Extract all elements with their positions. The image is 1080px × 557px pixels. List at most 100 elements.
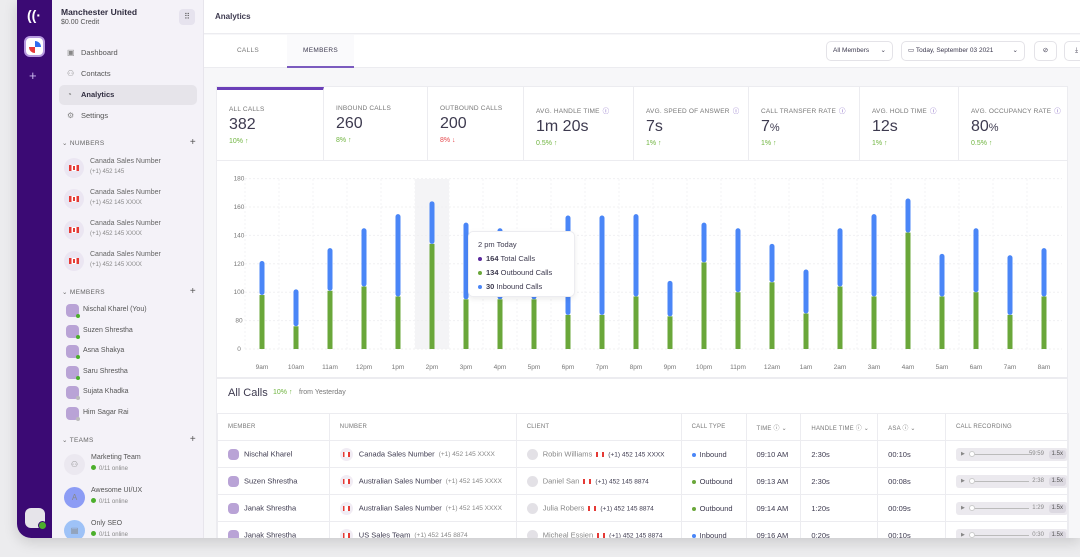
audio-progress-track[interactable] [968,534,1029,536]
play-icon[interactable]: ▶ [960,531,965,538]
bar-outbound-calls [293,326,299,349]
audio-progress-track[interactable] [968,453,1029,455]
hide-icon[interactable]: ⊘ [1034,41,1057,61]
table-row[interactable]: Suzen Shrestha Australian Sales Number (+1… [217,467,1070,495]
flag-icon [596,451,605,457]
stat-value: 12s [872,118,898,135]
add-teams-icon[interactable]: + [189,434,196,445]
member-item[interactable]: Nischal Kharel (You) [66,303,147,319]
audio-player[interactable]: ▶ 59:59 1.5x [955,447,1068,461]
number-item[interactable]: Canada Sales Number (+1) 452 145 XXXX [64,248,194,274]
sort-chevron-icon[interactable]: ⌄ [781,425,787,432]
audio-seek-handle[interactable] [968,531,975,538]
user-avatar[interactable] [25,508,47,530]
playback-speed-button[interactable]: 1.5x [1048,449,1066,459]
audio-seek-handle[interactable] [968,450,975,457]
members-section-header[interactable]: ⌄ MEMBERS + [62,286,196,297]
number-item[interactable]: Canada Sales Number (+1) 452 145 XXXX [64,217,194,243]
number-item[interactable]: Canada Sales Number (+1) 452 145 [64,155,194,181]
workspace-icon[interactable] [24,36,45,57]
audio-player[interactable]: ▶ 1:29 1.5x [955,501,1068,515]
date-picker[interactable]: ▭ Today, September 03 2021 ⌄ [901,41,1025,61]
play-icon[interactable]: ▶ [960,450,965,457]
playback-speed-button[interactable]: 1.5x [1048,476,1066,486]
sidebar-item-dashboard[interactable]: ▣ Dashboard [59,43,197,63]
table-row[interactable]: Janak Shrestha Australian Sales Number (+1… [217,494,1070,522]
stat-change: 8% ↓ [440,137,456,144]
playback-speed-button[interactable]: 1.5x [1048,530,1066,538]
bar-inbound-calls [905,198,911,233]
teams-section-header[interactable]: ⌄ TEAMS + [62,434,196,445]
sidebar-item-contacts[interactable]: ⚇ Contacts [59,64,197,84]
table-row[interactable]: Janak Shrestha US Sales Team (+1) 452 145 … [217,521,1070,538]
bar-inbound-calls [973,228,979,293]
audio-seek-handle[interactable] [968,477,975,484]
x-tick-label: 8pm [630,364,643,371]
bar-inbound-calls [1007,255,1013,315]
audio-progress-track[interactable] [968,507,1029,509]
stat-inbound-calls[interactable]: INBOUND CALLS 260 8% ↑ [324,87,428,162]
org-title: Manchester United [61,7,138,17]
playback-speed-button[interactable]: 1.5x [1048,503,1066,513]
x-tick-label: 12am [764,364,780,371]
audio-progress-track[interactable] [968,480,1029,482]
play-icon[interactable]: ▶ [960,504,965,511]
info-icon[interactable]: ⓘ [929,108,937,115]
sort-chevron-icon[interactable]: ⌄ [910,425,916,432]
member-item[interactable]: Saru Shrestha [66,365,128,381]
client-cell: Daniel San (+1) 452 145 8874 [515,467,682,495]
dialpad-icon[interactable]: ⠿ [179,9,195,25]
tab-calls[interactable]: CALLS [236,47,260,54]
date-value: Today, September 03 2021 [915,47,994,54]
members-filter-dropdown[interactable]: All Members ⌄ [826,41,893,61]
sidebar-item-analytics[interactable]: ◔ Analytics [59,85,197,105]
stat-all-calls[interactable]: ALL CALLS 382 10% ↑ [217,87,324,162]
avatar [228,475,239,487]
flag-icon [583,478,592,484]
member-name: Nischal Kharel (You) [83,306,147,313]
team-icon: A [64,487,85,508]
column-header-handle-time[interactable]: HANDLE TIME ⓘ ⌄ [800,413,879,441]
sidebar-item-settings[interactable]: ⚙ Settings [59,106,197,126]
client-number: (+1) 452 145 XXXX [608,450,665,458]
numbers-section-header[interactable]: ⌄ NUMBERS + [62,137,196,148]
play-icon[interactable]: ▶ [960,477,965,484]
info-icon[interactable]: ⓘ [839,108,846,115]
tab-members[interactable]: MEMBERS [287,35,354,68]
team-item[interactable]: ▤ Only SEO 0/11 online [64,518,194,538]
table-row[interactable]: Nischal Kharel Canada Sales Number (+1) 45… [217,440,1070,468]
asa-cell: 00:10s [877,440,946,468]
team-item[interactable]: A Awesome UI/UX 0/11 online [64,485,194,511]
team-item[interactable]: ⚇ Marketing Team 0/11 online [64,452,194,478]
add-members-icon[interactable]: + [189,286,196,297]
bar-outbound-calls [939,296,945,349]
member-item[interactable]: Sujata Khadka [66,385,129,401]
info-icon[interactable]: ⓘ [602,108,610,115]
member-item[interactable]: Asna Shakya [66,344,124,360]
org-name[interactable]: Manchester United $0.00 Credit [61,7,137,26]
avatar [66,386,80,400]
x-tick-label: 8am [1038,364,1051,371]
download-icon[interactable]: ⤓ [1064,41,1080,61]
workspace-rail: ((· + [17,0,52,538]
bar-inbound-calls [667,280,673,317]
column-header-time[interactable]: TIME ⓘ ⌄ [745,413,802,441]
add-workspace-icon[interactable]: + [29,68,37,83]
info-icon[interactable]: ⓘ [1054,108,1061,115]
bar-inbound-calls [599,215,605,315]
sort-chevron-icon[interactable]: ⌄ [863,425,870,432]
audio-player[interactable]: ▶ 0:30 1.5x [955,528,1068,538]
bar-outbound-calls [871,296,877,349]
number-item[interactable]: Canada Sales Number (+1) 452 145 XXXX [64,186,194,212]
member-item[interactable]: Suzen Shrestha [66,324,133,340]
audio-player[interactable]: ▶ 2:38 1.5x [955,474,1068,488]
column-header-asa[interactable]: ASA ⓘ ⌄ [877,413,946,441]
audio-seek-handle[interactable] [968,504,975,511]
info-icon[interactable]: ⓘ [732,108,740,115]
add-numbers-icon[interactable]: + [189,137,196,148]
stat-label: AVG. HOLD TIME ⓘ [872,105,958,115]
stat-outbound-calls[interactable]: OUTBOUND CALLS 200 8% ↓ [428,87,524,162]
handle-time-cell: 2:30s [800,440,879,468]
member-item[interactable]: Him Sagar Rai [66,406,129,422]
time-cell: 09:13 AM [745,467,802,495]
